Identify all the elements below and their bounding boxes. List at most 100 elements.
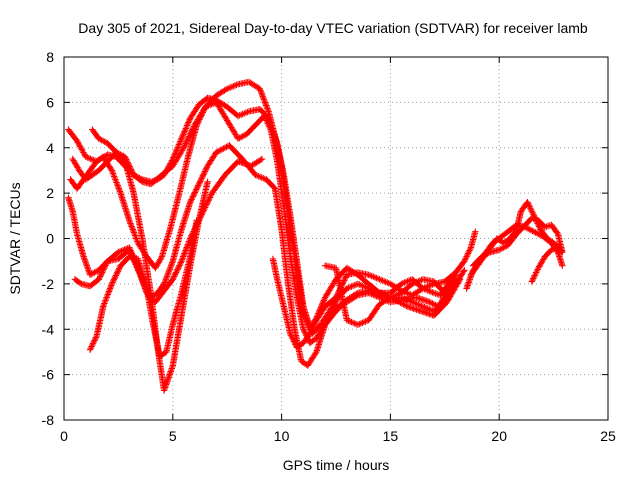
data-point-marker	[529, 227, 536, 235]
data-point-marker	[234, 112, 242, 120]
data-point-marker	[103, 260, 110, 268]
data-point-marker	[119, 247, 127, 254]
data-point-marker	[109, 279, 116, 286]
data-point-marker	[170, 154, 177, 161]
data-point-marker	[412, 279, 419, 286]
data-point-marker	[391, 292, 399, 299]
data-point-marker	[180, 144, 187, 151]
data-point-marker	[525, 202, 533, 209]
data-point-marker	[127, 247, 134, 254]
data-point-marker	[182, 140, 189, 147]
data-point-marker	[115, 185, 122, 192]
data-point-marker	[307, 329, 314, 336]
data-point-marker	[412, 300, 419, 307]
data-point-marker	[162, 276, 169, 283]
data-point-marker	[478, 253, 485, 260]
data-point-marker	[191, 189, 199, 196]
data-point-marker	[353, 292, 360, 300]
data-point-marker	[346, 283, 354, 291]
data-point-marker	[418, 302, 425, 310]
data-point-marker	[257, 156, 264, 164]
data-point-marker	[130, 227, 137, 235]
data-point-marker	[91, 269, 98, 276]
data-point-marker	[465, 248, 472, 256]
data-point-marker	[162, 381, 170, 388]
y-tick-label: -6	[42, 367, 55, 383]
data-point-marker	[176, 139, 183, 147]
data-point-marker	[225, 84, 232, 92]
data-point-marker	[199, 173, 206, 181]
data-point-marker	[110, 171, 117, 179]
data-point-marker	[351, 320, 358, 327]
data-point-marker	[201, 169, 208, 177]
data-point-marker	[384, 279, 391, 286]
data-point-marker	[174, 145, 181, 153]
data-point-marker	[172, 148, 180, 155]
data-point-marker	[178, 134, 186, 141]
data-point-marker	[194, 120, 201, 127]
data-point-marker	[482, 251, 490, 258]
data-point-marker	[262, 100, 269, 108]
data-point-marker	[207, 192, 214, 200]
data-point-marker	[196, 114, 204, 122]
data-point-marker	[97, 136, 104, 143]
data-point-marker	[112, 177, 120, 185]
data-point-marker	[193, 186, 200, 193]
data-point-marker	[89, 341, 96, 349]
data-point-marker	[170, 273, 178, 280]
data-series	[65, 78, 566, 394]
data-point-marker	[166, 267, 173, 274]
data-point-marker	[95, 276, 102, 283]
data-point-marker	[98, 137, 105, 144]
data-point-marker	[301, 329, 308, 336]
data-point-marker	[465, 279, 472, 286]
data-point-marker	[175, 142, 182, 150]
data-point-marker	[418, 286, 425, 293]
data-point-marker	[116, 188, 124, 195]
series-track-11	[467, 199, 566, 278]
data-point-marker	[466, 276, 473, 283]
data-point-marker	[527, 206, 535, 213]
data-point-marker	[180, 251, 187, 259]
data-point-marker	[89, 340, 97, 347]
data-point-marker	[112, 272, 120, 279]
data-point-marker	[171, 151, 178, 158]
data-point-marker	[183, 138, 190, 146]
data-point-marker	[467, 245, 474, 253]
data-point-marker	[182, 245, 190, 253]
data-point-marker	[334, 302, 341, 310]
data-point-marker	[182, 126, 189, 134]
data-point-marker	[214, 148, 221, 155]
data-point-marker	[171, 271, 178, 279]
data-point-marker	[306, 330, 314, 337]
data-point-marker	[103, 294, 110, 301]
data-point-marker	[533, 267, 541, 275]
data-point-marker	[374, 275, 382, 282]
data-point-marker	[395, 291, 402, 298]
data-point-marker	[409, 280, 416, 288]
data-point-marker	[261, 112, 268, 120]
data-point-marker	[194, 119, 202, 126]
data-point-marker	[378, 289, 385, 297]
data-point-marker	[88, 343, 95, 350]
data-point-marker	[114, 269, 121, 276]
data-point-marker	[105, 288, 113, 295]
data-point-marker	[169, 259, 176, 266]
data-point-marker	[485, 249, 493, 257]
data-point-marker	[188, 196, 195, 203]
data-point-marker	[191, 190, 198, 197]
data-point-marker	[136, 174, 143, 182]
data-point-marker	[82, 258, 89, 265]
data-point-marker	[343, 285, 351, 292]
data-point-marker	[92, 268, 100, 275]
data-point-marker	[204, 178, 211, 185]
data-point-marker	[261, 114, 269, 121]
data-point-marker	[287, 332, 295, 339]
data-point-marker	[127, 220, 134, 227]
data-point-marker	[559, 248, 566, 256]
data-point-marker	[186, 116, 193, 123]
data-point-marker	[288, 333, 295, 340]
data-point-marker	[185, 119, 192, 126]
data-point-marker	[371, 274, 379, 281]
data-point-marker	[193, 121, 200, 129]
